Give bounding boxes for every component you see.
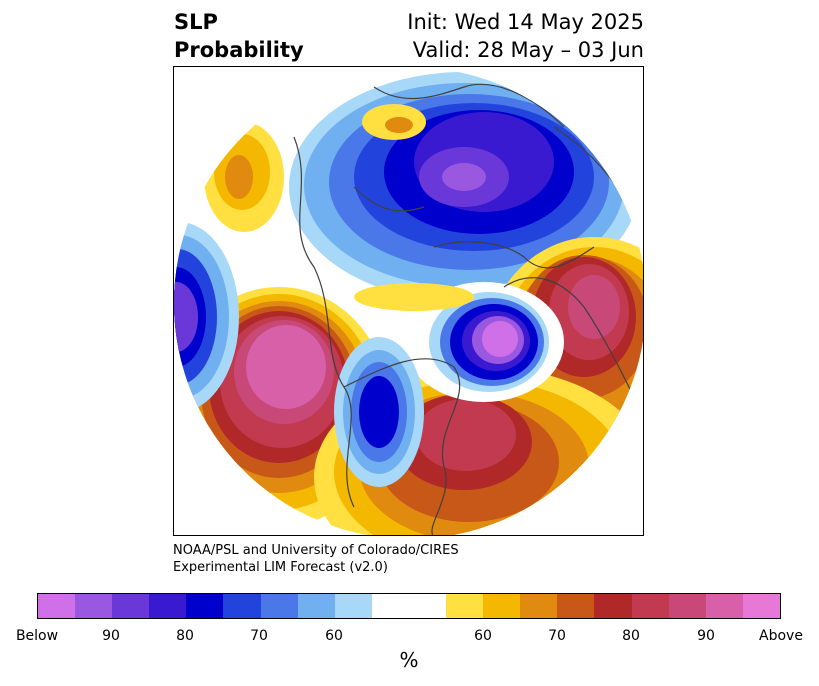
credit: NOAA/PSL and University of Colorado/CIRE… xyxy=(173,542,459,576)
credit-line-1: NOAA/PSL and University of Colorado/CIRE… xyxy=(173,543,459,558)
colorbar-tick-label: 60 xyxy=(325,628,343,644)
colorbar-bin xyxy=(705,594,743,618)
probability-map xyxy=(174,67,643,535)
colorbar-bin xyxy=(631,594,669,618)
greenland-low-anomaly xyxy=(404,282,564,402)
colorbar-bin xyxy=(75,594,113,618)
credit-line-2: Experimental LIM Forecast (v2.0) xyxy=(173,560,388,575)
north-america-low-anomaly xyxy=(334,337,424,487)
title-field: SLP xyxy=(174,10,218,34)
colorbar-tick-label: 70 xyxy=(250,628,268,644)
north-pacific-yellow xyxy=(204,122,284,232)
colorbar-unit: % xyxy=(399,648,419,672)
colorbar-bin xyxy=(446,594,484,618)
colorbar-bin xyxy=(408,594,447,618)
title-right: Init: Wed 14 May 2025 Valid: 28 May – 03… xyxy=(407,8,644,64)
left-low-anomaly xyxy=(174,222,239,412)
colorbar-bin xyxy=(557,594,595,618)
colorbar-tick-label: 70 xyxy=(548,628,566,644)
coastlines xyxy=(293,83,635,535)
colorbar-bin xyxy=(334,594,372,618)
valid-range: Valid: 28 May – 03 Jun xyxy=(412,38,644,62)
init-date: Init: Wed 14 May 2025 xyxy=(407,10,644,34)
colorbar-tick-label: Above xyxy=(759,628,803,644)
colorbar-tick-label: 90 xyxy=(102,628,120,644)
colorbar-bin xyxy=(520,594,558,618)
colorbar-tick-label: 90 xyxy=(697,628,715,644)
colorbar-bin xyxy=(297,594,335,618)
colorbar-bin xyxy=(260,594,298,618)
colorbar-bin xyxy=(186,594,224,618)
colorbar-bin xyxy=(371,594,409,618)
colorbar-bin xyxy=(483,594,521,618)
colorbar-bin xyxy=(223,594,261,618)
central-yellow-streak xyxy=(354,283,474,311)
colorbar-bin xyxy=(38,594,76,618)
colorbar-bin xyxy=(112,594,150,618)
colorbar-bin xyxy=(594,594,632,618)
colorbar-tick-label: Below xyxy=(15,628,59,644)
colorbar-bin xyxy=(742,594,780,618)
colorbar-tick-label: 60 xyxy=(474,628,492,644)
title-left: SLP Probability xyxy=(174,8,304,64)
colorbar-tick-label: 80 xyxy=(176,628,194,644)
colorbar-bin xyxy=(149,594,187,618)
map-panel xyxy=(173,66,644,536)
title-quantity: Probability xyxy=(174,38,304,62)
colorbar-tick-label: 80 xyxy=(622,628,640,644)
colorbar xyxy=(37,593,781,619)
colorbar-bin xyxy=(668,594,706,618)
